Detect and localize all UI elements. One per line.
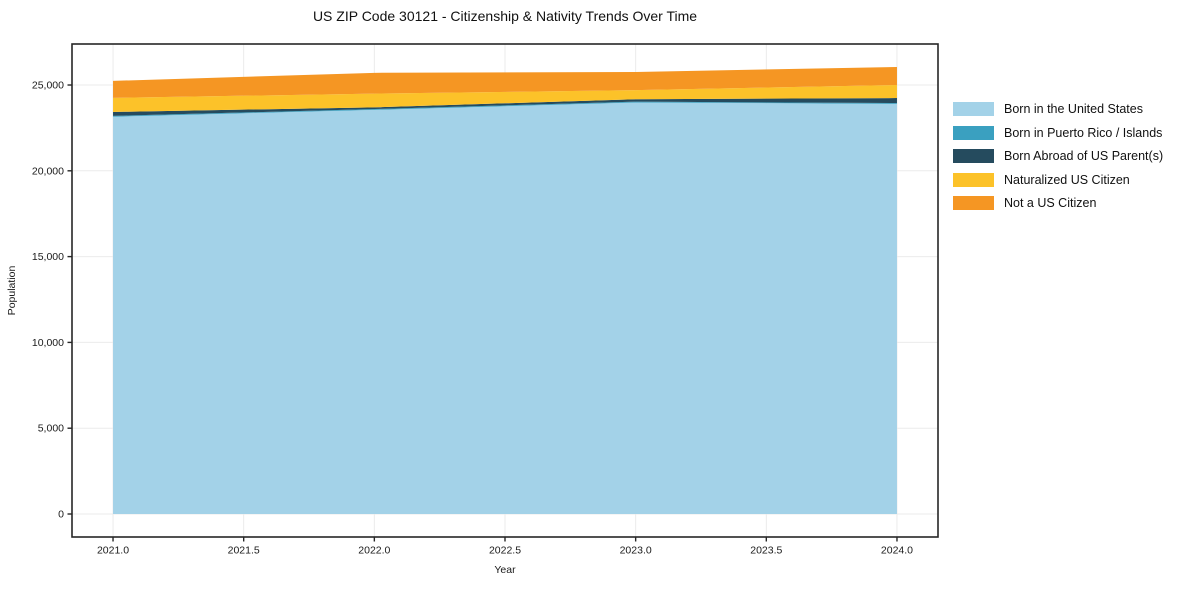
legend-swatch-icon	[953, 125, 994, 140]
legend-label: Born in the United States	[1004, 102, 1143, 116]
axis-ticks: 2021.0 2021.5 2022.0 2022.5 2023.0 2023.5 2024…	[32, 80, 913, 557]
x-axis-label: Year	[494, 564, 516, 576]
x-tick-label: 2023.5	[750, 545, 782, 557]
y-tick-label: 15,000	[32, 251, 64, 263]
legend-item-2: Born Abroad of US Parent(s)	[953, 149, 1163, 163]
area-series-1	[113, 101, 897, 117]
y-tick-label: 20,000	[32, 165, 64, 177]
legend-label: Born Abroad of US Parent(s)	[1004, 149, 1164, 163]
area-series-0	[113, 102, 897, 515]
legend-label: Not a US Citizen	[1004, 196, 1097, 210]
y-tick-label: 25,000	[32, 80, 64, 92]
y-tick-label: 5,000	[38, 423, 64, 435]
x-tick-label: 2024.0	[881, 545, 913, 557]
chart-title: US ZIP Code 30121 - Citizenship & Nativi…	[312, 8, 698, 24]
x-tick-label: 2021.5	[228, 545, 260, 557]
area-series-2	[113, 98, 897, 116]
legend-label: Naturalized US Citizen	[1004, 172, 1130, 187]
legend-swatch-icon	[953, 149, 994, 163]
legend-item-3: Naturalized US Citizen	[953, 172, 1163, 187]
stacked-areas	[113, 66, 897, 515]
legend-swatch-icon	[953, 102, 994, 116]
y-tick-label: 0	[58, 509, 64, 521]
x-tick-label: 2022.5	[489, 545, 521, 557]
x-tick-label: 2022.0	[358, 545, 390, 557]
x-tick-label: 2023.0	[620, 545, 652, 557]
legend-label: Born in Puerto Rico / Islands	[1004, 125, 1163, 140]
area-series-3	[113, 85, 897, 112]
legend-swatch-icon	[953, 196, 994, 210]
area-series-4	[113, 66, 897, 98]
y-tick-label: 10,000	[32, 337, 64, 349]
legend-swatch-icon	[953, 172, 994, 187]
y-axis-label: Population	[6, 266, 18, 316]
x-tick-label: 2021.0	[97, 545, 129, 557]
legend-item-4: Not a US Citizen	[953, 196, 1163, 210]
legend-item-0: Born in the United States	[953, 102, 1163, 116]
legend-item-1: Born in Puerto Rico / Islands	[953, 125, 1163, 140]
chart-legend: Born in the United States Born in Puerto …	[953, 102, 1163, 210]
